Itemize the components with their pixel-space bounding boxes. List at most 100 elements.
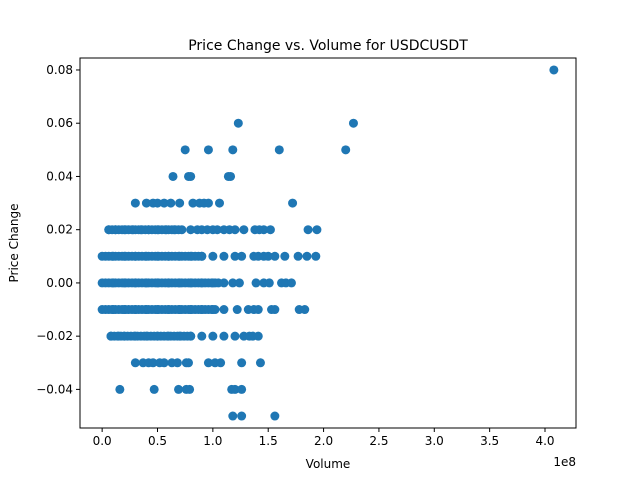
data-point <box>286 278 296 288</box>
data-point <box>153 198 162 208</box>
data-point <box>265 225 275 235</box>
data-point <box>341 145 351 155</box>
x-axis-label: Volume <box>306 457 351 471</box>
data-point <box>270 305 280 315</box>
data-point <box>228 278 238 288</box>
y-tick-label: 0.04 <box>46 169 73 183</box>
data-point <box>215 198 224 208</box>
data-point <box>219 251 229 261</box>
data-point <box>302 251 312 261</box>
x-axis-scale-label: 1e8 <box>553 455 576 469</box>
data-point <box>274 145 284 155</box>
data-point <box>166 198 176 208</box>
data-point <box>159 358 169 368</box>
data-point <box>251 278 261 288</box>
data-point <box>270 411 280 421</box>
data-point <box>312 225 322 235</box>
data-point <box>197 331 207 341</box>
data-point <box>174 225 184 235</box>
data-point <box>255 358 265 368</box>
data-point <box>213 278 223 288</box>
data-point <box>203 145 213 155</box>
y-tick-label: −0.02 <box>36 329 73 343</box>
data-point <box>280 251 290 261</box>
data-point <box>180 145 190 155</box>
data-point <box>232 305 242 315</box>
x-axis-ticks: 0.0 0.5 1.0 1.5 2.0 2.5 3.0 3.5 4.0 <box>93 428 555 448</box>
data-point <box>208 251 218 261</box>
x-tick-label: 2.0 <box>314 434 333 448</box>
data-point <box>203 358 213 368</box>
data-point <box>130 198 140 208</box>
data-point <box>264 278 274 288</box>
data-point <box>237 411 247 421</box>
data-point <box>230 384 240 394</box>
x-tick-label: 4.0 <box>535 434 554 448</box>
data-point <box>148 358 158 368</box>
x-tick-label: 3.0 <box>425 434 444 448</box>
data-point <box>230 225 240 235</box>
y-tick-label: 0.00 <box>46 276 73 290</box>
data-point <box>311 251 321 261</box>
data-point <box>186 331 196 341</box>
y-axis-label: Price Change <box>7 203 21 282</box>
data-point <box>549 65 559 75</box>
data-points <box>97 65 559 421</box>
data-point <box>219 305 229 315</box>
x-tick-label: 1.0 <box>203 434 222 448</box>
data-point <box>208 331 218 341</box>
data-point <box>219 331 229 341</box>
data-point <box>210 305 220 315</box>
data-point <box>212 225 222 235</box>
axes-frame <box>79 57 577 429</box>
data-point <box>149 384 159 394</box>
data-point <box>230 251 240 261</box>
data-point <box>203 198 213 208</box>
x-tick-label: 3.5 <box>480 434 499 448</box>
data-point <box>185 384 195 394</box>
data-point <box>348 118 358 128</box>
data-point <box>270 251 280 261</box>
data-point <box>253 305 263 315</box>
data-point <box>226 171 236 181</box>
data-point <box>175 198 185 208</box>
x-tick-label: 2.5 <box>369 434 388 448</box>
y-tick-label: 0.02 <box>46 223 73 237</box>
data-point <box>259 225 269 235</box>
data-point <box>141 198 151 208</box>
data-point <box>186 225 196 235</box>
data-point <box>237 358 247 368</box>
data-point <box>184 358 193 368</box>
data-point <box>168 171 178 181</box>
data-point <box>288 198 298 208</box>
data-point <box>159 198 169 208</box>
data-point <box>186 171 196 181</box>
data-point <box>228 145 238 155</box>
data-point <box>300 305 310 315</box>
data-point <box>115 384 125 394</box>
y-tick-label: 0.06 <box>46 116 73 130</box>
y-tick-label: −0.04 <box>36 382 73 396</box>
data-point <box>130 358 140 368</box>
data-point <box>263 251 273 261</box>
data-point <box>253 331 263 341</box>
data-point <box>174 384 184 394</box>
data-point <box>228 411 238 421</box>
data-point <box>233 118 243 128</box>
data-point <box>293 251 303 261</box>
y-tick-label: 0.08 <box>46 63 73 77</box>
y-axis-ticks: −0.04 −0.02 0.00 0.02 0.04 0.06 0.08 <box>36 63 80 396</box>
data-point <box>230 331 240 341</box>
data-point <box>216 358 226 368</box>
chart-title: Price Change vs. Volume for USDCUSDT <box>188 38 468 54</box>
data-point <box>303 225 313 235</box>
x-tick-label: 1.5 <box>259 434 278 448</box>
data-point <box>239 225 249 235</box>
data-point <box>188 198 198 208</box>
data-point <box>237 384 247 394</box>
data-point <box>197 251 207 261</box>
data-point <box>172 358 182 368</box>
